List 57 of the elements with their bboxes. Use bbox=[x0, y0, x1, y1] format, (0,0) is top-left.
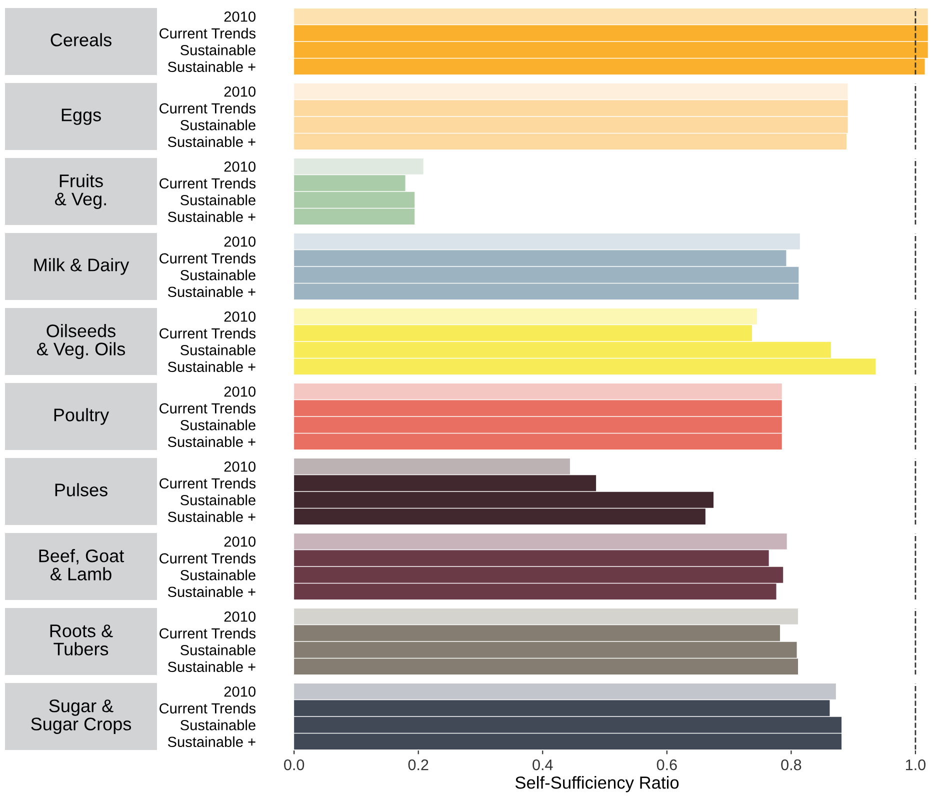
y-tick-label: Current Trends bbox=[160, 178, 256, 189]
y-tick-label: Sustainable + bbox=[168, 511, 256, 522]
y-tick-label: 2010 bbox=[224, 236, 256, 247]
y-tick-label: Current Trends bbox=[160, 552, 256, 564]
y-tick-label: Sustainable + bbox=[168, 361, 256, 372]
text: Cereals bbox=[50, 33, 112, 46]
text: Fruits & Veg. bbox=[55, 174, 106, 209]
y-tick-label: Current Trends bbox=[160, 252, 256, 264]
y-tick-label: Sustainable + bbox=[168, 136, 256, 148]
y-tick-label: Sustainable + bbox=[168, 211, 256, 222]
y-tick-label: Sustainable bbox=[180, 194, 256, 206]
y-tick-label: Sustainable bbox=[180, 120, 256, 130]
x-tick-label: 0.4 bbox=[532, 759, 553, 770]
text: Pulses bbox=[55, 483, 108, 496]
y-tick-label: Sustainable bbox=[180, 270, 256, 280]
y-tick-label: Sustainable + bbox=[168, 286, 256, 298]
y-tick-label: 2010 bbox=[224, 611, 256, 622]
y-tick-label: Sustainable + bbox=[168, 736, 256, 748]
y-tick-label: Sustainable bbox=[180, 344, 256, 356]
y-tick-label: 2010 bbox=[224, 461, 256, 472]
x-tick-label: 1.0 bbox=[906, 759, 926, 770]
y-tick-label: Sustainable bbox=[180, 494, 256, 506]
x-tick-label: 0.2 bbox=[408, 759, 428, 770]
x-tick-label: 0.0 bbox=[284, 759, 304, 770]
y-tick-label: 2010 bbox=[224, 311, 256, 322]
text: Sugar & Sugar Crops bbox=[31, 699, 132, 734]
y-tick-label: 2010 bbox=[224, 386, 256, 397]
y-tick-label: Current Trends bbox=[160, 328, 256, 339]
y-tick-label: Sustainable bbox=[180, 420, 256, 430]
y-tick-label: Current Trends bbox=[160, 702, 256, 714]
x-tick-label: 0.6 bbox=[656, 759, 677, 770]
y-tick-label: Current Trends bbox=[160, 402, 256, 414]
y-tick-label: Current Trends bbox=[160, 478, 256, 489]
y-tick-label: 2010 bbox=[224, 686, 256, 697]
y-tick-label: Current Trends bbox=[160, 628, 256, 639]
y-tick-label: Sustainable + bbox=[168, 661, 256, 672]
y-tick-label: Sustainable bbox=[180, 570, 256, 580]
y-tick-label: 2010 bbox=[224, 11, 256, 22]
y-tick-label: Sustainable bbox=[180, 720, 256, 730]
text: Poultry bbox=[54, 408, 110, 425]
y-tick-label: Sustainable + bbox=[168, 586, 256, 598]
y-tick-label: Sustainable + bbox=[168, 61, 256, 72]
text: Milk & Dairy bbox=[34, 258, 130, 275]
text: Beef, Goat & Lamb bbox=[39, 549, 124, 580]
y-tick-label: 2010 bbox=[224, 86, 256, 97]
x-axis-title: Self-Sufficiency Ratio bbox=[515, 776, 679, 792]
text: Roots & Tubers bbox=[50, 624, 113, 656]
y-tick-label: Current Trends bbox=[160, 102, 256, 114]
text: Eggs bbox=[62, 108, 101, 125]
y-tick-label: 2010 bbox=[224, 536, 256, 547]
y-tick-label: Current Trends bbox=[160, 28, 256, 39]
y-tick-label: Sustainable + bbox=[168, 436, 256, 448]
x-tick-label: 0.8 bbox=[781, 759, 802, 770]
y-tick-label: 2010 bbox=[224, 161, 256, 172]
y-tick-label: Sustainable bbox=[180, 644, 256, 656]
y-tick-label: Sustainable bbox=[180, 44, 256, 56]
text: Oilseeds & Veg. Oils bbox=[36, 324, 126, 359]
